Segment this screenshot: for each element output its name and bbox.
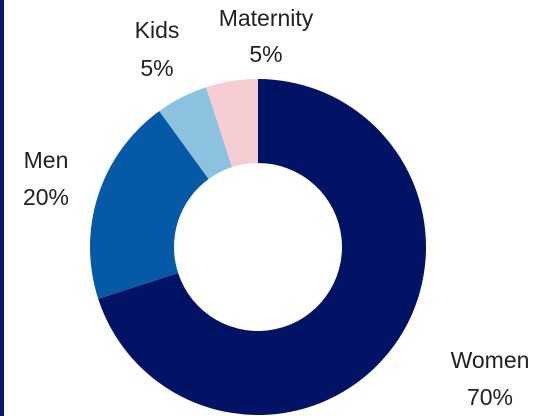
slice-value-maternity: 5%: [249, 41, 282, 67]
slice-maternity: [206, 79, 258, 168]
slice-value-women: 70%: [467, 384, 513, 410]
slice-value-kids: 5%: [140, 55, 173, 81]
slices-group: [89, 79, 427, 415]
slice-men: [89, 111, 209, 299]
labels-group: Women 70% Men 20% Kids 5% Maternity 5%: [23, 5, 529, 410]
slice-label-maternity: Maternity: [219, 5, 314, 31]
slice-value-men: 20%: [23, 184, 69, 210]
slice-label-women: Women: [451, 347, 530, 373]
frame-rule: [0, 0, 4, 416]
slice-label-men: Men: [24, 147, 69, 173]
slice-label-kids: Kids: [135, 17, 180, 43]
slice-women: [98, 79, 427, 415]
slice-kids: [159, 87, 233, 180]
